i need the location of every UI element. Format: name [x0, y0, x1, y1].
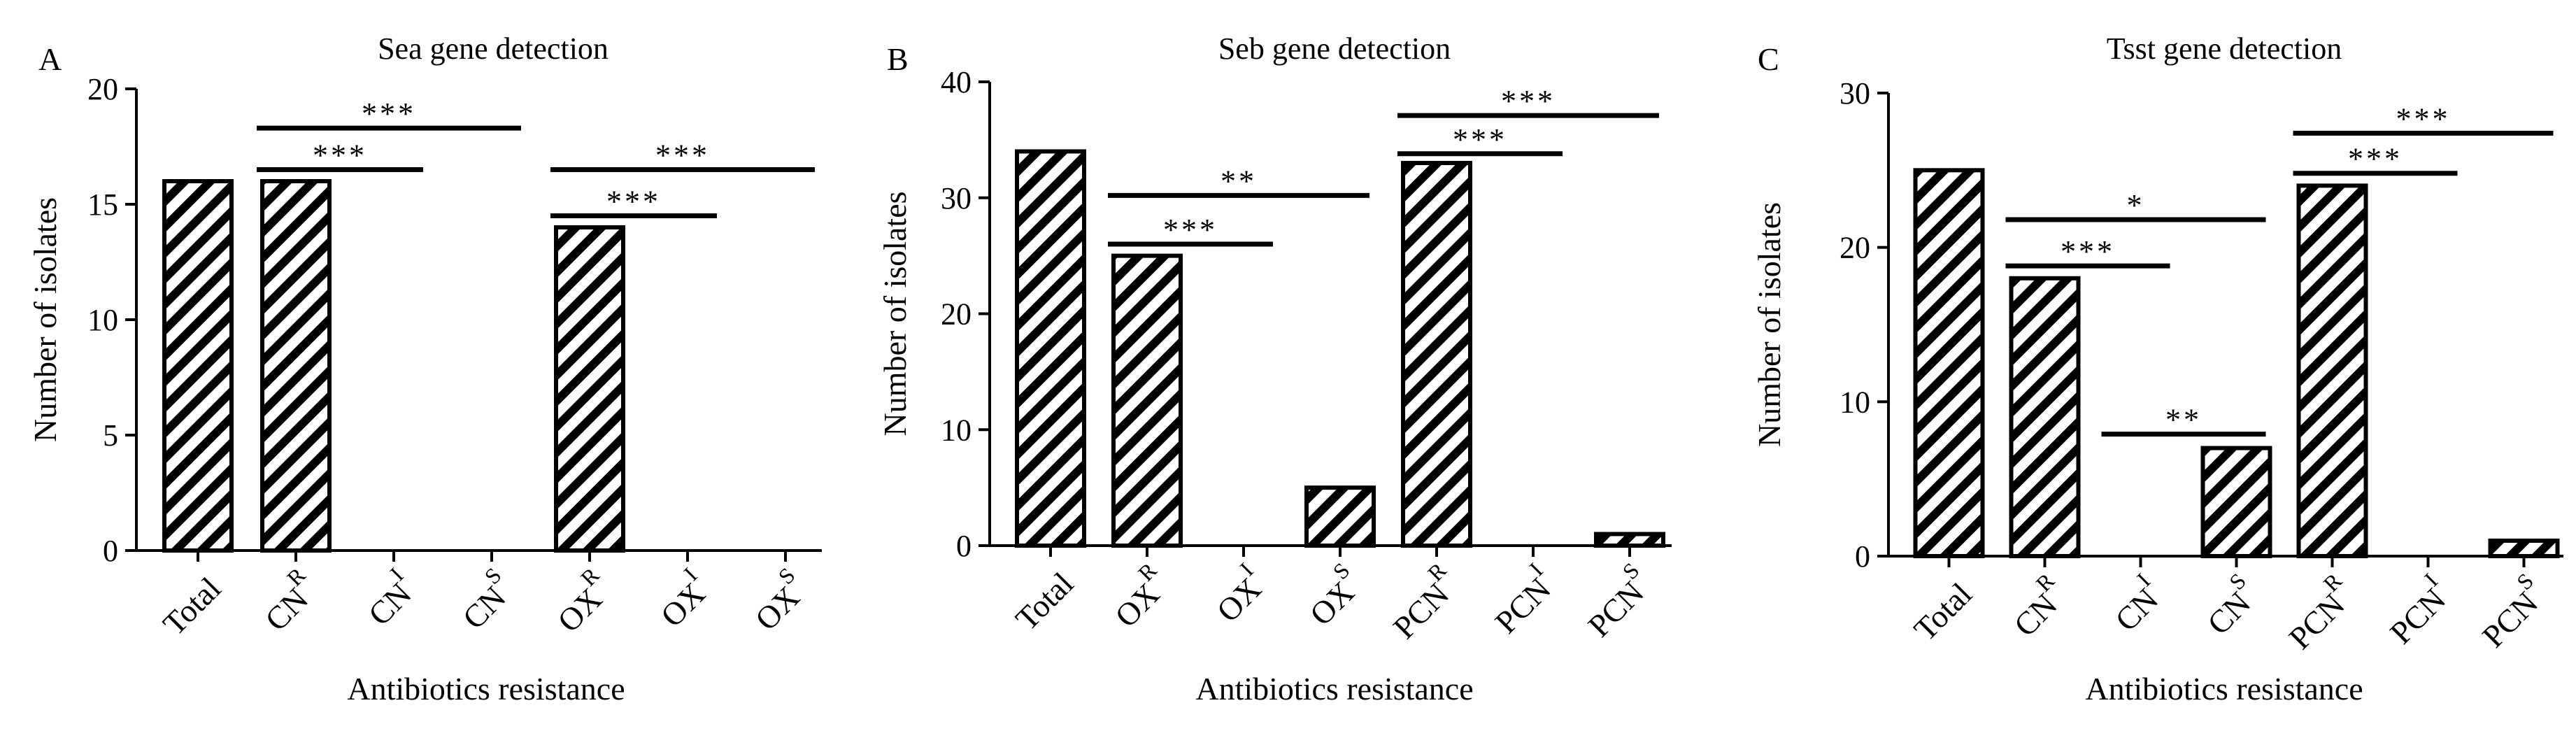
x-tick-label: CNS: [2193, 568, 2266, 641]
bar: [554, 225, 625, 553]
x-tick-label: OXS: [741, 562, 816, 637]
y-tick-label: 20: [1840, 231, 1870, 265]
y-tick-label: 15: [87, 187, 118, 222]
y-axis-label: Number of isolates: [1751, 202, 1787, 447]
x-tick-label: PCNS: [2468, 568, 2554, 654]
bar: [2200, 446, 2272, 558]
x-axis-label: Antibiotics resistance: [347, 671, 625, 707]
chart-title: Seb gene detection: [1218, 31, 1451, 66]
x-tick-label: OXS: [1295, 558, 1370, 632]
y-tick-label: 30: [1840, 76, 1870, 111]
y-tick-label: 20: [87, 72, 118, 106]
bar: [260, 179, 332, 553]
x-tick-label: Total: [156, 570, 227, 641]
bar: [1401, 161, 1472, 548]
y-tick-label: 10: [87, 303, 118, 337]
panel-label: A: [38, 41, 62, 77]
significance-label: ***: [1501, 84, 1556, 118]
x-tick-label: PCNR: [1379, 558, 1467, 646]
x-tick-label: OXR: [1100, 558, 1177, 634]
y-tick-label: 5: [103, 418, 118, 453]
y-tick-label: 0: [103, 534, 118, 568]
y-axis-label: Number of isolates: [27, 197, 63, 442]
significance-label: ***: [1163, 213, 1218, 247]
panel-label: B: [887, 41, 909, 77]
significance-label: ***: [2396, 101, 2451, 136]
y-tick-label: 30: [941, 181, 972, 215]
x-tick-label: CNS: [448, 562, 521, 636]
bar: [2009, 276, 2081, 558]
x-tick-label: PCNI: [1480, 558, 1563, 640]
significance-label: **: [1221, 164, 1257, 198]
x-tick-label: PCNS: [1573, 558, 1659, 644]
y-tick-label: 10: [941, 413, 972, 447]
y-tick-label: 10: [1840, 385, 1870, 419]
x-tick-label: CNR: [250, 562, 326, 638]
significance-label: ***: [655, 139, 710, 173]
bar: [162, 179, 234, 553]
x-tick-label: PCNR: [2274, 568, 2362, 656]
x-tick-label: Total: [1907, 576, 1978, 647]
bar: [2488, 538, 2560, 559]
bar: [1015, 149, 1086, 548]
significance-label: ***: [1453, 122, 1507, 157]
y-tick-label: 0: [956, 529, 972, 563]
bar: [1304, 485, 1376, 548]
significance-label: *: [2127, 188, 2145, 222]
bar: [1594, 532, 1665, 548]
panel-label: C: [1758, 41, 1779, 77]
x-tick-label: CNI: [2100, 568, 2170, 638]
significance-label: ***: [2061, 234, 2115, 269]
chart-panel-b: B Seb gene detection 0 10 20 30 40 Number of is…: [877, 31, 1672, 707]
x-tick-label: OXI: [646, 562, 718, 634]
bar: [2296, 183, 2368, 558]
x-tick-label: Total: [1009, 565, 1080, 637]
bar: [1913, 168, 1985, 559]
significance-label: ***: [362, 97, 416, 131]
significance-label: ***: [606, 185, 661, 219]
y-tick-label: 20: [941, 297, 972, 332]
bar: [1111, 253, 1183, 548]
chart-title: Tsst gene detection: [2107, 31, 2342, 66]
x-axis-label: Antibiotics resistance: [2085, 671, 2363, 707]
y-axis-label: Number of isolates: [877, 191, 913, 436]
chart-title: Sea gene detection: [378, 31, 609, 66]
x-tick-label: OXR: [543, 562, 620, 639]
significance-label: **: [2165, 403, 2202, 437]
y-tick-label: 40: [941, 65, 972, 99]
significance-label: ***: [313, 139, 367, 173]
x-tick-label: CNI: [353, 562, 423, 632]
x-tick-label: CNR: [1999, 568, 2075, 644]
x-tick-label: OXI: [1202, 558, 1274, 629]
chart-panel-c: C Tsst gene detection 0 10 20 30 Number of iso…: [1751, 31, 2563, 707]
significance-label: ***: [2348, 142, 2403, 176]
chart-panel-a: A Sea gene detection 0 5 10 15 20 Number of iso…: [27, 31, 822, 707]
y-tick-label: 0: [1855, 539, 1870, 574]
x-axis-label: Antibiotics resistance: [1195, 671, 1473, 707]
x-tick-label: PCNI: [2375, 568, 2458, 651]
